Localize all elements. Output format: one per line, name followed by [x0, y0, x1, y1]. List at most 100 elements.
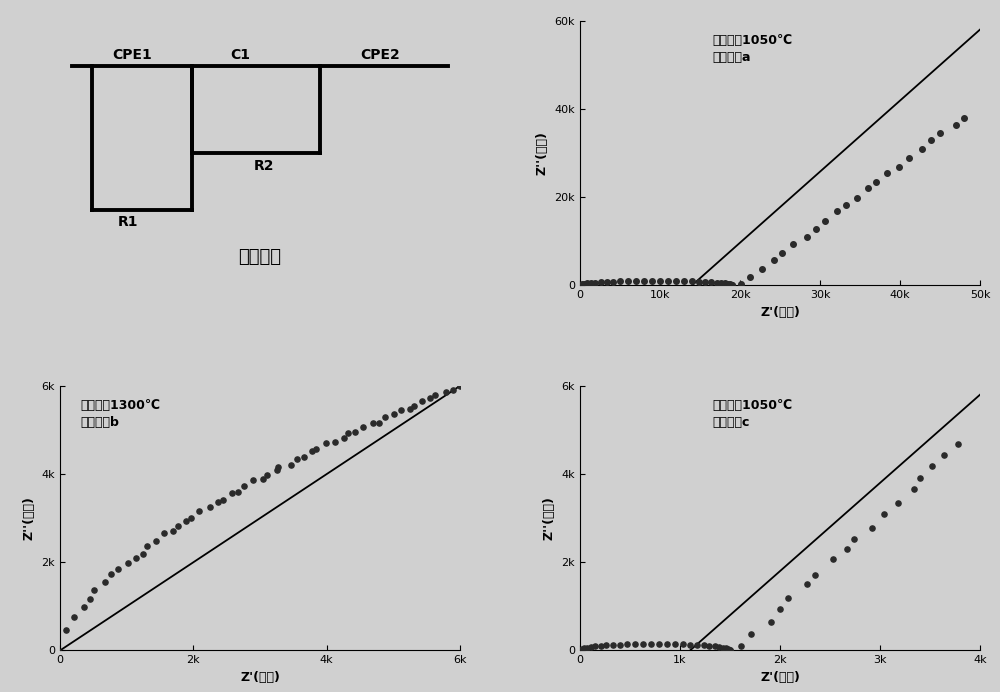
Point — [612, 275, 628, 286]
Y-axis label: Z''(欧姆): Z''(欧姆) — [536, 131, 549, 175]
Point — [808, 224, 824, 235]
Point — [906, 484, 922, 495]
Point — [724, 280, 740, 291]
Text: C1: C1 — [230, 48, 250, 62]
Point — [452, 380, 468, 391]
Point — [643, 638, 659, 649]
Point — [414, 395, 430, 406]
Point — [296, 451, 312, 462]
Text: 球磨混料1050℃
合成粉体a: 球磨混料1050℃ 合成粉体a — [712, 34, 792, 64]
Point — [308, 444, 324, 455]
Point — [183, 512, 199, 523]
Point — [772, 603, 788, 614]
Point — [838, 199, 854, 210]
Point — [676, 275, 692, 286]
Point — [165, 526, 181, 537]
Point — [371, 417, 387, 428]
Text: 球磨混料1300℃
合成粉体b: 球磨混料1300℃ 合成粉体b — [80, 399, 160, 429]
Point — [82, 593, 98, 604]
Point — [636, 275, 652, 286]
Point — [576, 643, 592, 654]
Point — [612, 639, 628, 650]
Point — [347, 427, 363, 438]
Text: R2: R2 — [254, 158, 274, 173]
Point — [924, 461, 940, 472]
Point — [868, 176, 884, 188]
Point — [774, 248, 790, 259]
Point — [948, 120, 964, 131]
Point — [628, 275, 644, 286]
Point — [890, 497, 906, 508]
Point — [605, 639, 621, 650]
Point — [178, 516, 194, 527]
Point — [696, 640, 712, 651]
Point — [742, 272, 758, 283]
Point — [50, 645, 66, 656]
Text: 拟合电路: 拟合电路 — [239, 248, 282, 266]
Point — [667, 639, 683, 650]
Point — [583, 277, 599, 289]
Text: CPE2: CPE2 — [360, 48, 400, 62]
Point — [393, 405, 409, 416]
Point — [139, 541, 155, 552]
Point — [620, 275, 636, 286]
Point — [255, 474, 271, 485]
Point — [576, 278, 592, 289]
Point — [722, 645, 738, 656]
Point — [587, 277, 603, 288]
Point — [283, 459, 299, 470]
Point — [128, 552, 144, 563]
Point — [210, 497, 226, 508]
Point — [697, 276, 713, 287]
Point — [135, 548, 151, 559]
Point — [572, 644, 588, 655]
Point — [202, 501, 218, 512]
Point — [713, 277, 729, 289]
Point — [839, 544, 855, 555]
Point — [365, 417, 381, 428]
Point — [427, 390, 443, 401]
Point — [923, 135, 939, 146]
Point — [269, 465, 285, 476]
Point — [327, 437, 343, 448]
Point — [170, 520, 186, 531]
Point — [668, 275, 684, 286]
Point — [191, 505, 207, 516]
Point — [304, 446, 320, 457]
Point — [574, 279, 590, 290]
Point — [66, 611, 82, 622]
Point — [148, 536, 164, 547]
Point — [709, 277, 725, 288]
Point — [572, 280, 588, 291]
Point — [587, 641, 603, 652]
Point — [799, 579, 815, 590]
Point — [914, 143, 930, 154]
Point — [659, 639, 675, 650]
Point — [438, 386, 454, 397]
Point — [825, 553, 841, 564]
Point — [110, 564, 126, 575]
Point — [682, 639, 698, 650]
Point — [703, 277, 719, 288]
Point — [635, 639, 651, 650]
Point — [593, 640, 609, 651]
Point — [701, 640, 717, 651]
Point — [718, 643, 734, 654]
Point — [846, 534, 862, 545]
Point — [230, 486, 246, 498]
Point — [675, 639, 691, 650]
Point — [660, 275, 676, 286]
Point — [799, 231, 815, 242]
Point — [950, 439, 966, 450]
Point — [579, 642, 595, 653]
Point — [807, 569, 823, 580]
Point — [879, 167, 895, 179]
Point — [422, 392, 438, 403]
Point — [245, 474, 261, 485]
Point — [780, 592, 796, 603]
Point — [236, 480, 252, 491]
Point — [754, 263, 770, 274]
Point — [743, 628, 759, 639]
Point — [956, 112, 972, 123]
Point — [936, 450, 952, 461]
